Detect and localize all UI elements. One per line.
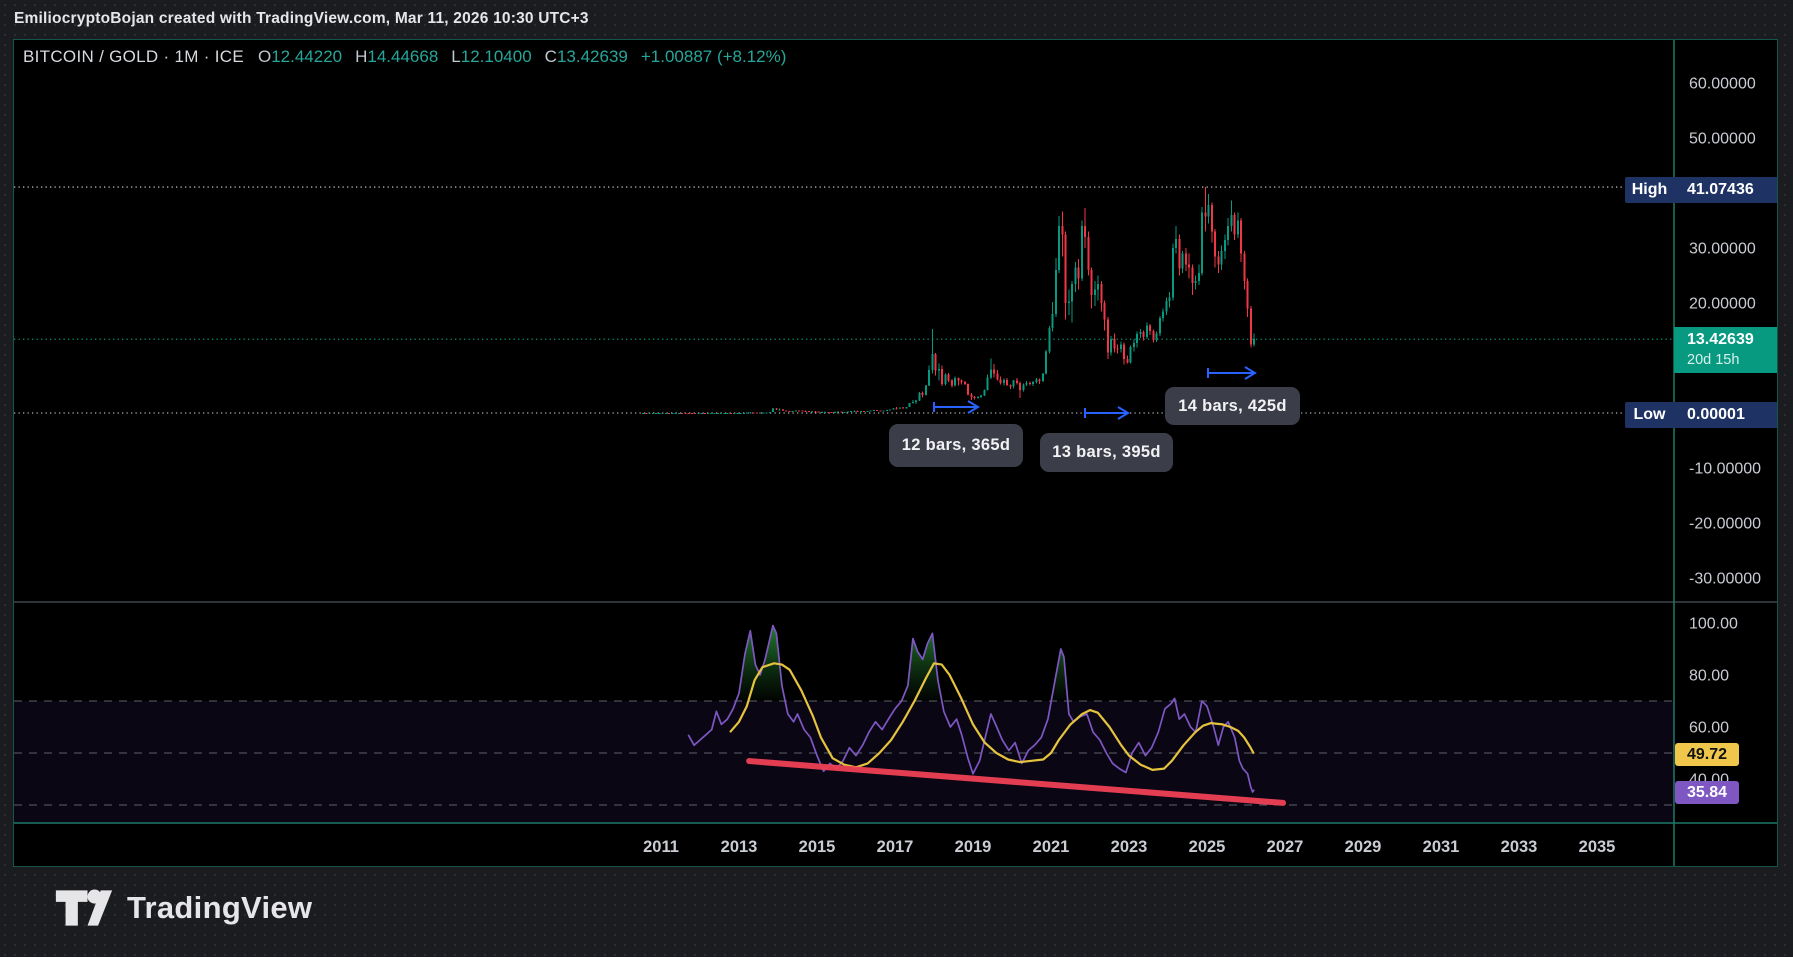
high-value: 14.44668	[367, 47, 439, 66]
high-line-value-badge: 41.07436	[1674, 177, 1777, 203]
price-tick-label: -10.00000	[1689, 461, 1761, 478]
year-tick-label: 2023	[1111, 838, 1148, 856]
year-tick-label: 2035	[1579, 838, 1616, 856]
measure-arrow[interactable]	[933, 400, 980, 414]
low-label: L	[451, 47, 461, 66]
year-tick-label: 2015	[799, 838, 836, 856]
rsi-line	[687, 624, 1255, 793]
rsi-tick-label: 80.00	[1689, 668, 1729, 685]
chart-widget: 60.00000 50.00000 30.00000 20.00000 -10.0000…	[13, 39, 1778, 867]
high-label: H	[355, 47, 368, 66]
chart-canvas[interactable]: 60.00000 50.00000 30.00000 20.00000 -10.0000…	[14, 40, 1777, 866]
measure-label-14-bars[interactable]: 14 bars, 425d	[1165, 387, 1300, 425]
year-tick-label: 2033	[1501, 838, 1538, 856]
symbol-legend: BITCOIN / GOLD · 1M · ICE O12.44220 H14.…	[23, 46, 786, 68]
rsi-band-tint	[14, 701, 1674, 823]
year-tick-label: 2029	[1345, 838, 1382, 856]
high-line-label: High	[1625, 177, 1674, 203]
price-tick-label: 20.00000	[1689, 296, 1756, 313]
year-tick-label: 2021	[1033, 838, 1070, 856]
close-value: 13.42639	[556, 47, 628, 66]
price-tick-label: 30.00000	[1689, 241, 1756, 258]
tradingview-logo-text: TradingView	[127, 890, 313, 925]
open-value: 12.44220	[271, 47, 343, 66]
rsi-tick-label: 60.00	[1689, 720, 1729, 737]
candlestick-series	[642, 187, 1256, 414]
price-tick-label: 60.00000	[1689, 76, 1756, 93]
time-axis[interactable]: 2011 2013 2015 2017 2019 2021 2023 2025 2027 2029…	[643, 838, 1615, 856]
last-price-badge: 13.42639 20d 15h	[1674, 327, 1777, 373]
close-label: C	[544, 47, 557, 66]
measure-label-13-bars[interactable]: 13 bars, 395d	[1040, 433, 1173, 472]
price-tick-label: -20.00000	[1689, 516, 1761, 533]
rsi-ma-value-badge: 49.72	[1675, 743, 1739, 766]
rsi-tick-label: 100.00	[1689, 616, 1738, 633]
symbol-title[interactable]: BITCOIN / GOLD · 1M · ICE	[23, 47, 244, 66]
trendline	[746, 758, 1287, 806]
year-tick-label: 2031	[1423, 838, 1460, 856]
year-tick-label: 2027	[1267, 838, 1304, 856]
rsi-ma-line	[729, 662, 1255, 772]
bar-countdown: 20d 15h	[1687, 351, 1740, 368]
price-tick-label: 50.00000	[1689, 131, 1756, 148]
year-tick-label: 2025	[1189, 838, 1226, 856]
measure-arrows	[933, 366, 1257, 420]
low-line-value-badge: 0.00001	[1674, 402, 1777, 428]
change-value: +1.00887 (+8.12%)	[640, 47, 787, 66]
attribution-text: EmiliocryptoBojan created with TradingVi…	[14, 10, 589, 27]
year-tick-label: 2011	[643, 838, 679, 856]
measure-arrow[interactable]	[1084, 406, 1130, 420]
last-price-value: 13.42639	[1687, 331, 1754, 349]
rsi-value-badge: 35.84	[1675, 781, 1739, 804]
open-label: O	[257, 47, 272, 66]
year-tick-label: 2019	[955, 838, 992, 856]
tradingview-logo[interactable]: TradingView	[55, 886, 312, 930]
measure-label-12-bars[interactable]: 12 bars, 365d	[889, 424, 1023, 467]
rsi-overbought-fill	[736, 625, 1176, 701]
low-value: 12.10400	[460, 47, 532, 66]
price-tick-label: -30.00000	[1689, 571, 1761, 588]
tradingview-logo-icon	[55, 889, 113, 926]
low-line-label: Low	[1625, 402, 1674, 428]
measure-arrow[interactable]	[1207, 366, 1257, 380]
year-tick-label: 2013	[721, 838, 758, 856]
year-tick-label: 2017	[877, 838, 914, 856]
